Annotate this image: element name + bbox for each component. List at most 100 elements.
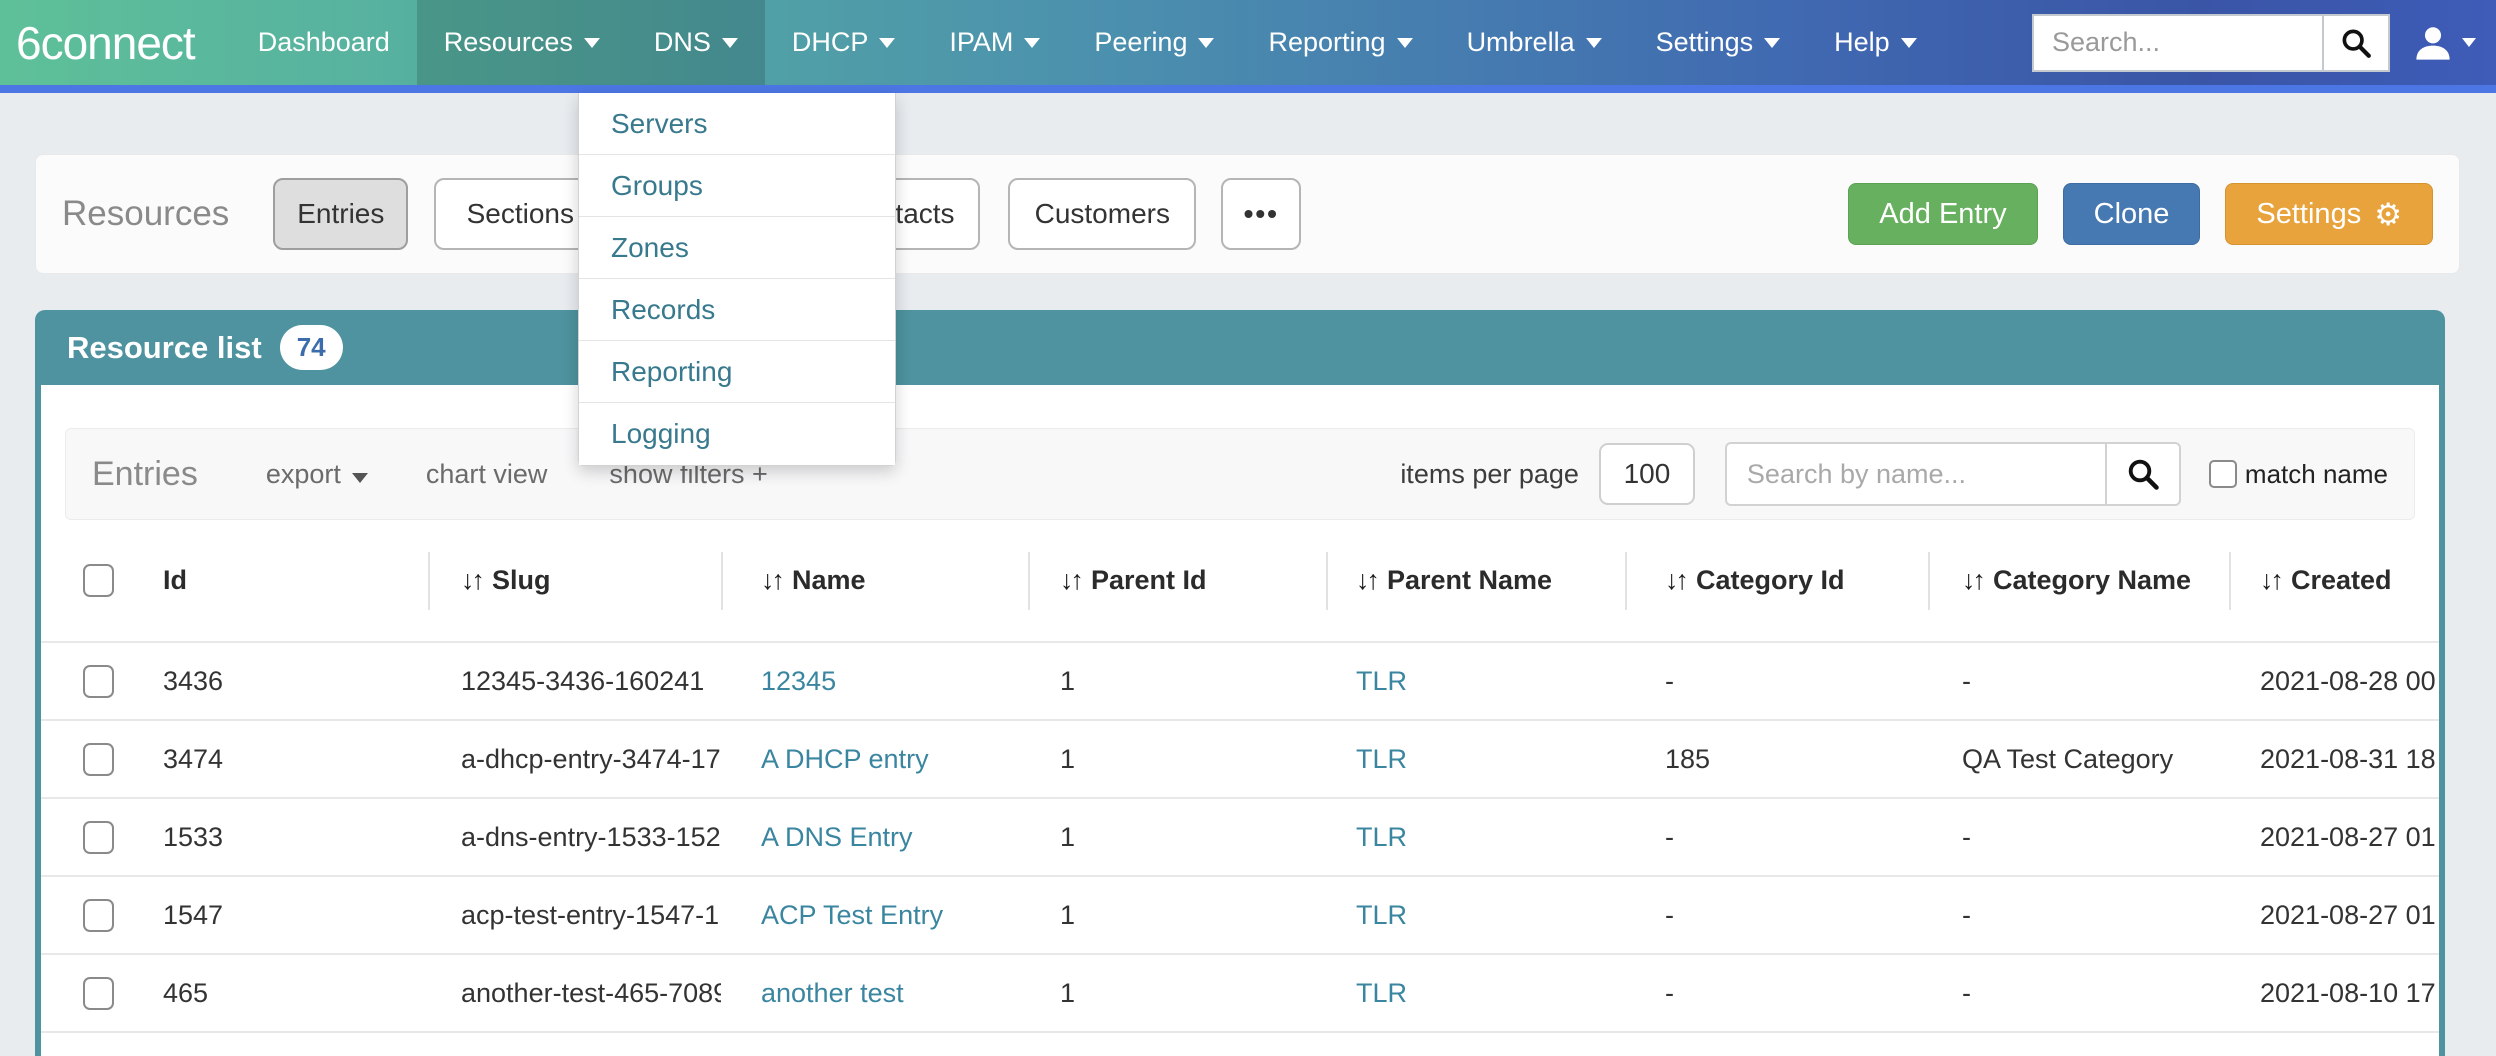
select-all-checkbox[interactable] <box>83 564 114 598</box>
global-search-input[interactable] <box>2034 15 2322 70</box>
table-header-row: Id ↓↑ Slug ↓↑ Name ↓↑ Parent Id ↓↑ Parent Na… <box>41 520 2439 642</box>
resource-list-header: Resource list 74 <box>35 310 2445 385</box>
navbar-accent-strip <box>0 85 2496 93</box>
dns-menu-item-servers[interactable]: Servers <box>579 93 895 155</box>
row-checkbox[interactable] <box>83 742 114 776</box>
chevron-down-icon <box>721 37 738 48</box>
export-menu[interactable]: export <box>266 459 368 490</box>
entry-name-link[interactable]: A DNS Entry <box>761 821 913 852</box>
row-checkbox[interactable] <box>83 976 114 1010</box>
row-checkbox[interactable] <box>83 820 114 854</box>
match-name-control: match name <box>2208 458 2388 490</box>
parent-name-link[interactable]: TLR <box>1356 821 1408 852</box>
chevron-down-icon <box>583 37 600 48</box>
table-row: 465 another-test-465-70893 another test … <box>41 953 2439 1033</box>
parent-name-link[interactable]: TLR <box>1356 665 1408 696</box>
column-header-category-name[interactable]: ↓↑ Category Name <box>1928 520 2229 642</box>
column-header-parent-id[interactable]: ↓↑ Parent Id <box>1028 520 1326 642</box>
tab-sections[interactable]: Sections <box>434 178 607 250</box>
items-per-page-input[interactable] <box>1598 443 1695 505</box>
page-title: Resources <box>62 194 230 233</box>
nav-item-dhcp[interactable]: DHCP <box>765 0 923 85</box>
nav-item-help[interactable]: Help <box>1807 0 1944 85</box>
clone-button[interactable]: Clone <box>2062 183 2201 245</box>
resources-toolbar: Resources Entries Sections Contacts Cust… <box>35 154 2460 274</box>
nav-item-ipam[interactable]: IPAM <box>922 0 1067 85</box>
sort-icon: ↓↑ <box>1665 565 1689 595</box>
chevron-down-icon <box>1198 37 1215 48</box>
dns-menu-item-reporting[interactable]: Reporting <box>579 341 895 403</box>
user-menu[interactable] <box>2412 22 2476 64</box>
table-row: 1547 acp-test-entry-1547-1... ACP Test E… <box>41 875 2439 954</box>
sort-icon: ↓↑ <box>1060 565 1084 595</box>
global-search-button[interactable] <box>2322 15 2388 70</box>
dns-menu-item-zones[interactable]: Zones <box>579 217 895 279</box>
main-nav: Dashboard Resources DNS DHCP IPAM Peerin… <box>231 0 1944 85</box>
column-header-parent-name[interactable]: ↓↑ Parent Name <box>1326 520 1625 642</box>
sort-icon: ↓↑ <box>2260 565 2284 595</box>
chevron-down-icon <box>1585 37 1602 48</box>
chevron-down-icon <box>1764 37 1781 48</box>
column-header-id[interactable]: Id <box>163 565 187 595</box>
entry-name-link[interactable]: 12345 <box>761 665 837 696</box>
entry-name-link[interactable]: ACP Test Entry <box>761 899 944 930</box>
entries-table: Id ↓↑ Slug ↓↑ Name ↓↑ Parent Id ↓↑ Parent Na… <box>41 520 2439 1033</box>
name-search-input[interactable] <box>1724 442 2105 506</box>
nav-item-umbrella[interactable]: Umbrella <box>1440 0 1629 85</box>
tab-entries[interactable]: Entries <box>273 178 409 250</box>
dns-dropdown-menu: Servers Groups Zones Records Reporting L… <box>578 93 896 466</box>
nav-item-settings[interactable]: Settings <box>1629 0 1808 85</box>
row-checkbox[interactable] <box>83 664 114 698</box>
dns-menu-item-logging[interactable]: Logging <box>579 403 895 465</box>
parent-name-link[interactable]: TLR <box>1356 899 1408 930</box>
resource-list-body: Entries export chart view show filters +… <box>35 385 2445 1056</box>
resource-list-title: Resource list <box>67 329 262 365</box>
nav-item-dashboard[interactable]: Dashboard <box>257 27 390 57</box>
chevron-down-icon <box>351 472 368 483</box>
search-icon <box>2342 29 2371 58</box>
nav-item-reporting[interactable]: Reporting <box>1241 0 1439 85</box>
resource-count-badge: 74 <box>279 325 343 370</box>
top-navbar: 6connect Dashboard Resources DNS DHCP IP… <box>0 0 2496 85</box>
row-checkbox[interactable] <box>83 898 114 932</box>
tab-more[interactable]: ••• <box>1221 178 1302 250</box>
dns-menu-item-records[interactable]: Records <box>579 279 895 341</box>
entry-name-link[interactable]: another test <box>761 977 904 1008</box>
nav-item-resources[interactable]: Resources <box>416 0 627 85</box>
column-header-category-id[interactable]: ↓↑ Category Id <box>1625 520 1928 642</box>
sort-icon: ↓↑ <box>761 565 785 595</box>
name-search-button[interactable] <box>2104 442 2181 506</box>
brand-logo[interactable]: 6connect <box>16 16 196 69</box>
column-header-name[interactable]: ↓↑ Name <box>721 520 1028 642</box>
entries-toolbar-right: items per page match name <box>1400 442 2388 506</box>
nav-item-peering[interactable]: Peering <box>1067 0 1241 85</box>
gear-icon: ⚙ <box>2374 196 2402 232</box>
parent-name-link[interactable]: TLR <box>1356 743 1408 774</box>
name-search-group <box>1724 442 2181 506</box>
user-icon <box>2416 26 2450 60</box>
entries-toolbar: Entries export chart view show filters +… <box>65 428 2415 520</box>
table-row: 1533 a-dns-entry-1533-152... A DNS Entry… <box>41 797 2439 876</box>
navbar-right <box>2032 13 2496 72</box>
entry-name-link[interactable]: A DHCP entry <box>761 743 929 774</box>
dns-menu-item-groups[interactable]: Groups <box>579 155 895 217</box>
parent-name-link[interactable]: TLR <box>1356 977 1408 1008</box>
chart-view-link[interactable]: chart view <box>425 458 548 489</box>
add-entry-button[interactable]: Add Entry <box>1848 183 2038 245</box>
nav-item-dns[interactable]: DNS <box>626 0 765 85</box>
match-name-label: match name <box>2244 458 2388 489</box>
column-header-created[interactable]: ↓↑ Created <box>2229 520 2439 642</box>
settings-button[interactable]: Settings ⚙ <box>2225 183 2433 245</box>
tab-customers[interactable]: Customers <box>1008 178 1197 250</box>
chevron-down-icon <box>1900 37 1917 48</box>
resource-list-panel: Resource list 74 Entries export chart vi… <box>35 310 2445 1056</box>
chevron-down-icon <box>1396 37 1413 48</box>
column-header-slug[interactable]: ↓↑ Slug <box>428 520 721 642</box>
sort-icon: ↓↑ <box>1962 565 1986 595</box>
chevron-down-icon <box>2462 38 2476 47</box>
entries-title: Entries <box>92 454 198 493</box>
table-row: 3436 12345-3436-160241 12345 1 TLR - - 2… <box>41 641 2439 720</box>
match-name-checkbox[interactable] <box>2208 460 2237 488</box>
items-per-page-label: items per page <box>1400 458 1579 489</box>
